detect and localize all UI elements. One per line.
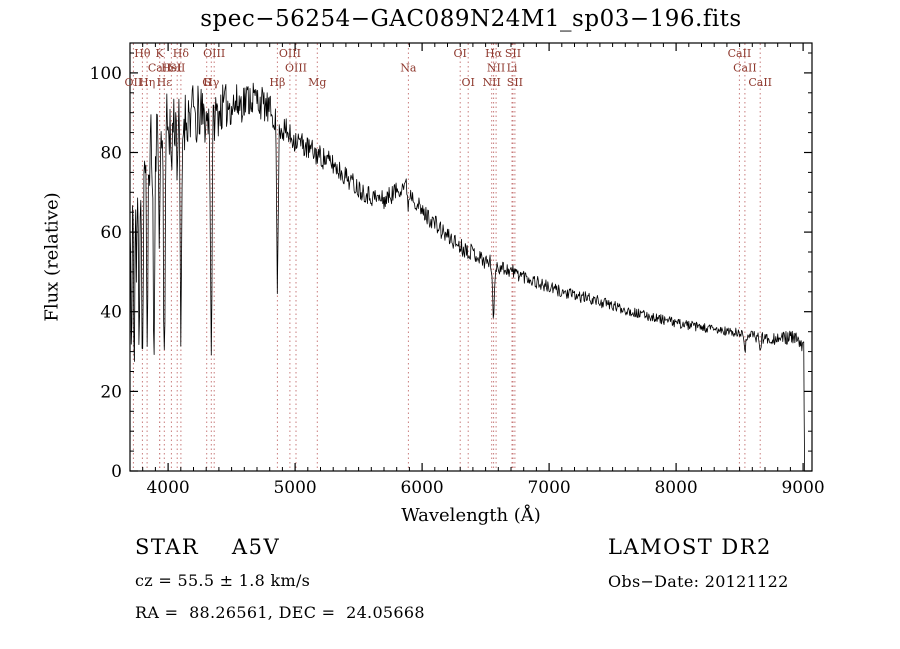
x-tick-label: 7000: [527, 478, 570, 498]
x-tick-label: 5000: [273, 478, 316, 498]
marker-label: OI: [462, 76, 475, 89]
x-tick-label: 9000: [781, 478, 824, 498]
marker-label: CaII: [748, 76, 772, 89]
marker-label: OIII: [279, 47, 301, 60]
marker-label: HeI: [161, 62, 181, 75]
y-axis-label: Flux (relative): [41, 192, 63, 322]
cz-text: cz = 55.5 ± 1.8 km/s: [135, 571, 311, 590]
marker-label: NII: [487, 62, 505, 75]
y-tick-label: 80: [100, 144, 122, 164]
x-axis-label: Wavelength (Å): [401, 505, 541, 526]
marker-label: CaII: [148, 62, 172, 75]
marker-label: Hδ: [173, 47, 190, 60]
y-tick-label: 20: [100, 382, 122, 402]
plot-title: spec−56254−GAC089N24M1_sp03−196.fits: [200, 6, 742, 32]
marker-label: OI: [454, 47, 467, 60]
x-tick-label: 8000: [654, 478, 697, 498]
marker-label: CaII: [728, 47, 752, 60]
marker-label: SII: [169, 62, 185, 75]
marker-label: Hβ: [269, 76, 285, 89]
marker-label: Hγ: [203, 76, 220, 89]
x-tick-label: 6000: [400, 478, 443, 498]
marker-label: G: [202, 76, 211, 89]
y-tick-label: 60: [100, 223, 122, 243]
marker-label: NII: [483, 76, 501, 89]
marker-label: Li: [507, 62, 518, 75]
obs-date-text: Obs−Date: 20121122: [608, 572, 789, 591]
marker-label: Mg: [308, 76, 326, 89]
marker-label: SII: [507, 76, 523, 89]
marker-label: OII: [125, 76, 143, 89]
y-tick-label: 100: [90, 64, 122, 84]
survey-text: LAMOST DR2: [608, 535, 772, 559]
marker-label: K: [155, 47, 164, 60]
marker-label: Hθ: [134, 47, 151, 60]
y-tick-label: 40: [100, 303, 122, 323]
marker-label: Hα: [485, 47, 503, 60]
marker-label: OIII: [203, 47, 225, 60]
marker-label: SII: [505, 47, 521, 60]
coordinates-text: RA = 88.26561, DEC = 24.05668: [135, 603, 425, 622]
axes-box: [129, 42, 813, 472]
marker-label: Hη: [139, 76, 155, 89]
spectrum-line: [129, 82, 806, 472]
marker-label: Na: [400, 62, 417, 75]
marker-label: OIII: [285, 62, 307, 75]
x-tick-label: 4000: [146, 478, 189, 498]
y-tick-label: 0: [111, 462, 122, 482]
object-class-text: STAR A5V: [135, 535, 281, 559]
marker-label: CaII: [733, 62, 757, 75]
marker-label: Hε: [157, 76, 173, 89]
